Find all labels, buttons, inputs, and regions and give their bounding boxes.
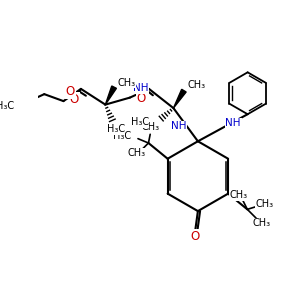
Text: NH: NH bbox=[134, 83, 149, 93]
Text: O: O bbox=[190, 230, 200, 243]
Text: CH₃: CH₃ bbox=[256, 199, 274, 209]
Text: CH₃: CH₃ bbox=[117, 78, 135, 88]
Text: CH₃: CH₃ bbox=[230, 190, 248, 200]
Text: O: O bbox=[137, 92, 146, 105]
Text: CH₃: CH₃ bbox=[127, 148, 145, 158]
Text: H₃C: H₃C bbox=[113, 131, 131, 141]
Text: H₃C: H₃C bbox=[107, 124, 125, 134]
Text: H₃C: H₃C bbox=[131, 117, 149, 127]
Text: O: O bbox=[66, 85, 75, 98]
Polygon shape bbox=[105, 86, 116, 105]
Text: CH₃: CH₃ bbox=[252, 218, 270, 228]
Text: O: O bbox=[70, 93, 79, 106]
Polygon shape bbox=[173, 89, 186, 108]
Text: CH₃: CH₃ bbox=[187, 80, 205, 90]
Text: CH₃: CH₃ bbox=[141, 122, 159, 132]
Text: NH: NH bbox=[226, 118, 241, 128]
Text: H₃C: H₃C bbox=[0, 101, 15, 111]
Text: NH: NH bbox=[171, 122, 186, 131]
